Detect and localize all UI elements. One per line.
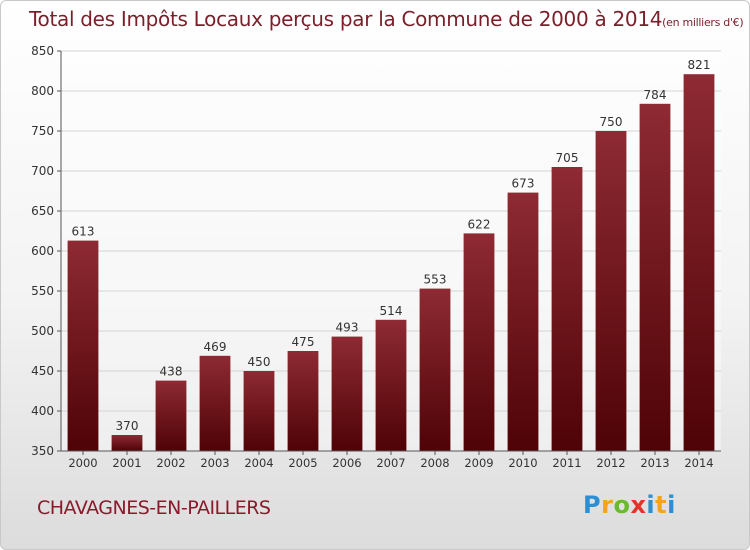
x-axis: 2000 2001 2002 2003 2004 2005 2006 2007 2008 2009… bbox=[61, 450, 721, 470]
data-label-2005: 475 bbox=[292, 335, 315, 349]
y-tick-label: 400 bbox=[31, 404, 54, 418]
commune-name: CHAVAGNES-EN-PAILLERS bbox=[37, 497, 271, 519]
bar-2010 bbox=[507, 192, 539, 451]
x-tick-label-2012: 2012 bbox=[596, 456, 625, 470]
logo-letter: P bbox=[583, 491, 602, 519]
y-axis: 350 400 450 500 550 600 650 700 750 800 850 bbox=[31, 44, 62, 458]
logo-letter: o bbox=[613, 491, 631, 519]
x-tick-label-2011: 2011 bbox=[552, 456, 581, 470]
bar-2002 bbox=[155, 380, 187, 451]
logo-letter: i bbox=[646, 491, 656, 519]
data-label-2004: 450 bbox=[248, 355, 271, 369]
data-label-2000: 613 bbox=[72, 225, 95, 239]
bar-2008 bbox=[419, 288, 451, 451]
data-label-2012: 750 bbox=[600, 115, 623, 129]
y-tick-label: 750 bbox=[31, 124, 54, 138]
logo-letter: i bbox=[667, 491, 676, 519]
chart-title: Total des Impôts Locaux perçus par la Co… bbox=[29, 7, 744, 31]
bar-2014 bbox=[683, 74, 715, 451]
data-label-2002: 438 bbox=[160, 365, 183, 379]
data-label-2013: 784 bbox=[644, 88, 667, 102]
bar-2009 bbox=[463, 233, 495, 451]
bar-2005 bbox=[287, 351, 319, 451]
x-tick-label-2014: 2014 bbox=[684, 456, 713, 470]
data-labels: 613 370 438 469 450 475 493 514 553 622 673 705 750 7… bbox=[72, 58, 711, 433]
x-tick-label-2008: 2008 bbox=[420, 456, 449, 470]
x-tick-label-2005: 2005 bbox=[288, 456, 317, 470]
y-tick-label: 500 bbox=[31, 324, 54, 338]
x-tick-label-2003: 2003 bbox=[200, 456, 229, 470]
x-tick-label-2010: 2010 bbox=[508, 456, 537, 470]
chart-title-text: Total des Impôts Locaux perçus par la Co… bbox=[29, 7, 663, 31]
bar-2006 bbox=[331, 336, 363, 451]
x-tick-label-2000: 2000 bbox=[68, 456, 97, 470]
x-tick-label-2006: 2006 bbox=[332, 456, 361, 470]
y-tick-label: 650 bbox=[31, 204, 54, 218]
data-label-2003: 469 bbox=[204, 340, 227, 354]
x-tick-label-2002: 2002 bbox=[156, 456, 185, 470]
data-label-2001: 370 bbox=[116, 419, 139, 433]
data-label-2011: 705 bbox=[556, 151, 579, 165]
logo-letter: x bbox=[630, 491, 647, 519]
x-tick-label-2001: 2001 bbox=[112, 456, 141, 470]
x-tick-label-2009: 2009 bbox=[464, 456, 493, 470]
y-tick-label: 850 bbox=[31, 44, 54, 58]
y-tick-label: 550 bbox=[31, 284, 54, 298]
data-label-2009: 622 bbox=[468, 217, 491, 231]
data-label-2010: 673 bbox=[512, 177, 535, 191]
logo-letter: t bbox=[655, 491, 668, 519]
x-tick-label-2013: 2013 bbox=[640, 456, 669, 470]
proxiti-logo: Proxiti bbox=[583, 491, 676, 519]
bar-2001 bbox=[111, 435, 143, 451]
bar-2011 bbox=[551, 167, 583, 451]
y-tick-label: 450 bbox=[31, 364, 54, 378]
chart-unit-label: (en milliers d'€) bbox=[662, 16, 744, 29]
y-tick-label: 800 bbox=[31, 84, 54, 98]
x-tick-label-2004: 2004 bbox=[244, 456, 273, 470]
bar-2000 bbox=[67, 240, 99, 451]
logo-letter: r bbox=[601, 491, 614, 519]
bar-2003 bbox=[199, 355, 231, 451]
y-tick-label: 600 bbox=[31, 244, 54, 258]
bar-2004 bbox=[243, 371, 275, 451]
bar-2013 bbox=[639, 103, 671, 452]
y-tick-label: 350 bbox=[31, 444, 54, 458]
data-label-2014: 821 bbox=[688, 58, 711, 72]
x-tick-label-2007: 2007 bbox=[376, 456, 405, 470]
y-tick-label: 700 bbox=[31, 164, 54, 178]
data-label-2006: 493 bbox=[336, 321, 359, 335]
bar-2007 bbox=[375, 319, 407, 451]
data-label-2007: 514 bbox=[380, 304, 403, 318]
bar-2012 bbox=[595, 131, 627, 451]
bars bbox=[67, 74, 715, 452]
data-label-2008: 553 bbox=[424, 273, 447, 287]
